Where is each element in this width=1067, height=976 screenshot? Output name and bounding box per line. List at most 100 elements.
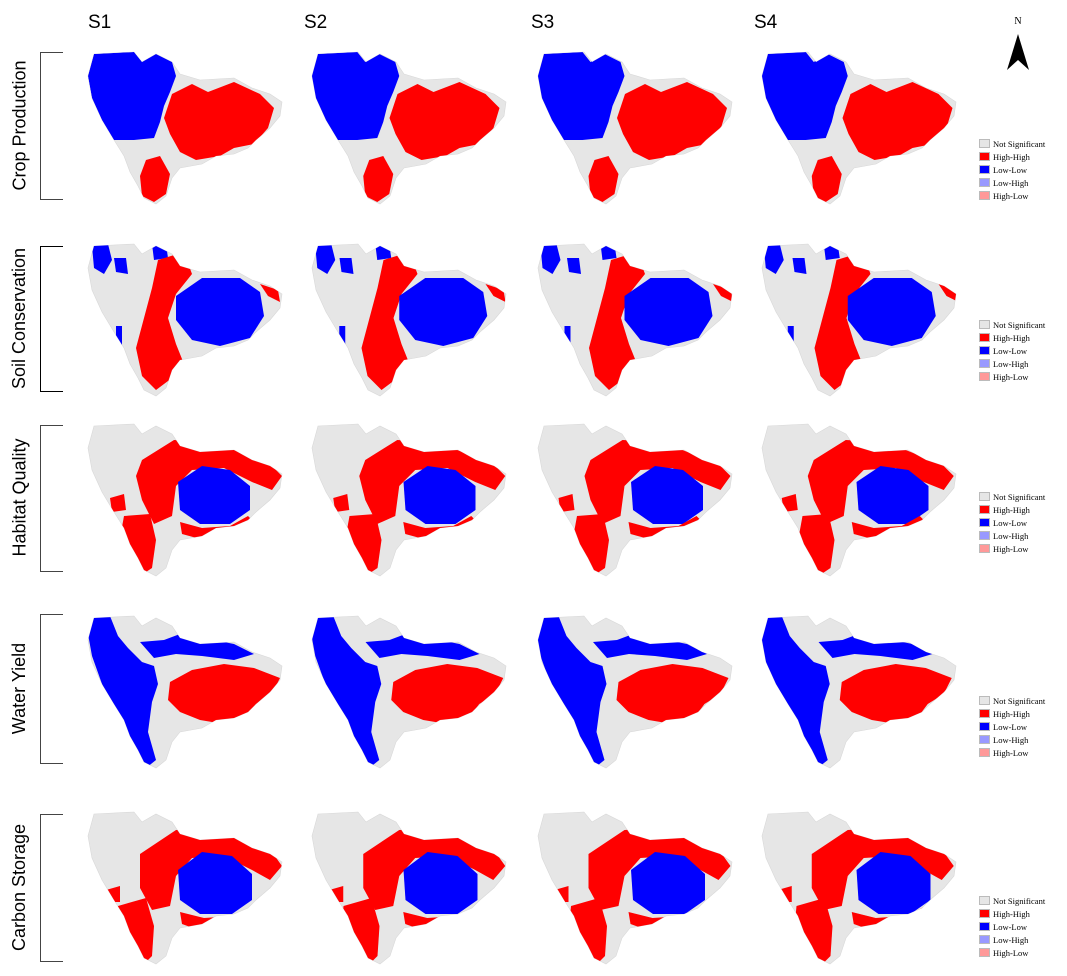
legend-label: Not Significant — [993, 138, 1046, 149]
legend-swatch — [979, 359, 990, 368]
map-soil-s3 — [534, 240, 739, 400]
legend-label: Low-Low — [993, 345, 1027, 356]
legend-swatch — [979, 909, 990, 918]
legend-label: Not Significant — [993, 895, 1046, 906]
legend-swatch — [979, 165, 990, 174]
map-carbon-s4 — [758, 808, 963, 968]
legend-carbon: Not Significant High-High Low-Low Low-High H… — [979, 894, 1067, 959]
legend-label: High-High — [993, 504, 1030, 515]
legend-item: Low-High — [979, 176, 1067, 189]
legend-item: High-High — [979, 707, 1067, 720]
legend-swatch — [979, 518, 990, 527]
map-habitat-s2 — [308, 420, 513, 580]
legend-label: High-High — [993, 908, 1030, 919]
legend-swatch — [979, 152, 990, 161]
row-label-carbon-storage: Carbon Storage — [9, 823, 30, 951]
map-water-s4 — [758, 612, 963, 772]
legend-label: Not Significant — [993, 491, 1046, 502]
legend-swatch — [979, 492, 990, 501]
legend-item: High-High — [979, 331, 1067, 344]
legend-swatch — [979, 544, 990, 553]
row-label-habitat-quality: Habitat Quality — [9, 438, 30, 557]
row-label-water-yield: Water Yield — [9, 642, 30, 734]
row-label-crop-production: Crop Production — [9, 59, 30, 191]
column-header-s4: S4 — [754, 12, 778, 33]
legend-label: Low-High — [993, 934, 1029, 945]
legend-swatch — [979, 178, 990, 187]
legend-swatch — [979, 722, 990, 731]
row-label-soil-conservation: Soil Conservation — [9, 247, 30, 389]
legend-item: Low-High — [979, 357, 1067, 370]
legend-label: Not Significant — [993, 695, 1046, 706]
legend-label: High-Low — [993, 747, 1029, 758]
legend-label: High-Low — [993, 190, 1029, 201]
legend-swatch — [979, 320, 990, 329]
map-crop-s1 — [84, 48, 289, 208]
legend-label: High-High — [993, 708, 1030, 719]
legend-item: Low-High — [979, 733, 1067, 746]
legend-item: Low-Low — [979, 720, 1067, 733]
legend-label: High-Low — [993, 947, 1029, 958]
column-header-s1: S1 — [88, 12, 112, 33]
legend-item: Not Significant — [979, 694, 1067, 707]
legend-swatch — [979, 935, 990, 944]
legend-item: High-High — [979, 503, 1067, 516]
legend-swatch — [979, 709, 990, 718]
map-crop-s2 — [308, 48, 513, 208]
legend-water: Not Significant High-High Low-Low Low-High H… — [979, 694, 1067, 759]
column-header-s3: S3 — [531, 12, 555, 33]
legend-label: Low-High — [993, 358, 1029, 369]
map-soil-s1 — [84, 240, 289, 400]
north-arrow-icon: N — [1003, 16, 1033, 72]
legend-item: Not Significant — [979, 137, 1067, 150]
north-label: N — [1014, 16, 1022, 27]
map-water-s2 — [308, 612, 513, 772]
legend-item: Low-Low — [979, 516, 1067, 529]
legend-item: Not Significant — [979, 894, 1067, 907]
legend-item: Low-Low — [979, 920, 1067, 933]
legend-label: High-Low — [993, 371, 1029, 382]
legend-swatch — [979, 922, 990, 931]
legend-label: Low-High — [993, 530, 1029, 541]
map-carbon-s1 — [84, 808, 289, 968]
legend-item: Not Significant — [979, 318, 1067, 331]
legend-label: Low-Low — [993, 164, 1027, 175]
map-water-s1 — [84, 612, 289, 772]
row-bracket — [40, 614, 63, 764]
map-soil-s2 — [308, 240, 513, 400]
legend-swatch — [979, 735, 990, 744]
legend-swatch — [979, 948, 990, 957]
legend-item: High-Low — [979, 946, 1067, 959]
legend-swatch — [979, 191, 990, 200]
map-soil-s4 — [758, 240, 963, 400]
legend-swatch — [979, 346, 990, 355]
legend-label: Low-High — [993, 177, 1029, 188]
legend-swatch — [979, 333, 990, 342]
legend-label: High-Low — [993, 543, 1029, 554]
map-carbon-s3 — [534, 808, 739, 968]
legend-swatch — [979, 896, 990, 905]
legend-swatch — [979, 531, 990, 540]
legend-label: Low-Low — [993, 517, 1027, 528]
legend-swatch — [979, 696, 990, 705]
legend-item: High-High — [979, 150, 1067, 163]
legend-item: High-Low — [979, 542, 1067, 555]
legend-item: High-High — [979, 907, 1067, 920]
map-habitat-s1 — [84, 420, 289, 580]
legend-item: High-Low — [979, 189, 1067, 202]
legend-label: High-High — [993, 332, 1030, 343]
row-bracket — [40, 246, 63, 392]
legend-label: Low-Low — [993, 921, 1027, 932]
row-bracket — [40, 425, 63, 572]
map-crop-s3 — [534, 48, 739, 208]
legend-label: Not Significant — [993, 319, 1046, 330]
map-habitat-s3 — [534, 420, 739, 580]
legend-swatch — [979, 505, 990, 514]
map-habitat-s4 — [758, 420, 963, 580]
legend-soil: Not Significant High-High Low-Low Low-High H… — [979, 318, 1067, 383]
legend-item: Low-Low — [979, 163, 1067, 176]
legend-swatch — [979, 372, 990, 381]
legend-label: Low-High — [993, 734, 1029, 745]
legend-item: Low-Low — [979, 344, 1067, 357]
map-carbon-s2 — [308, 808, 513, 968]
